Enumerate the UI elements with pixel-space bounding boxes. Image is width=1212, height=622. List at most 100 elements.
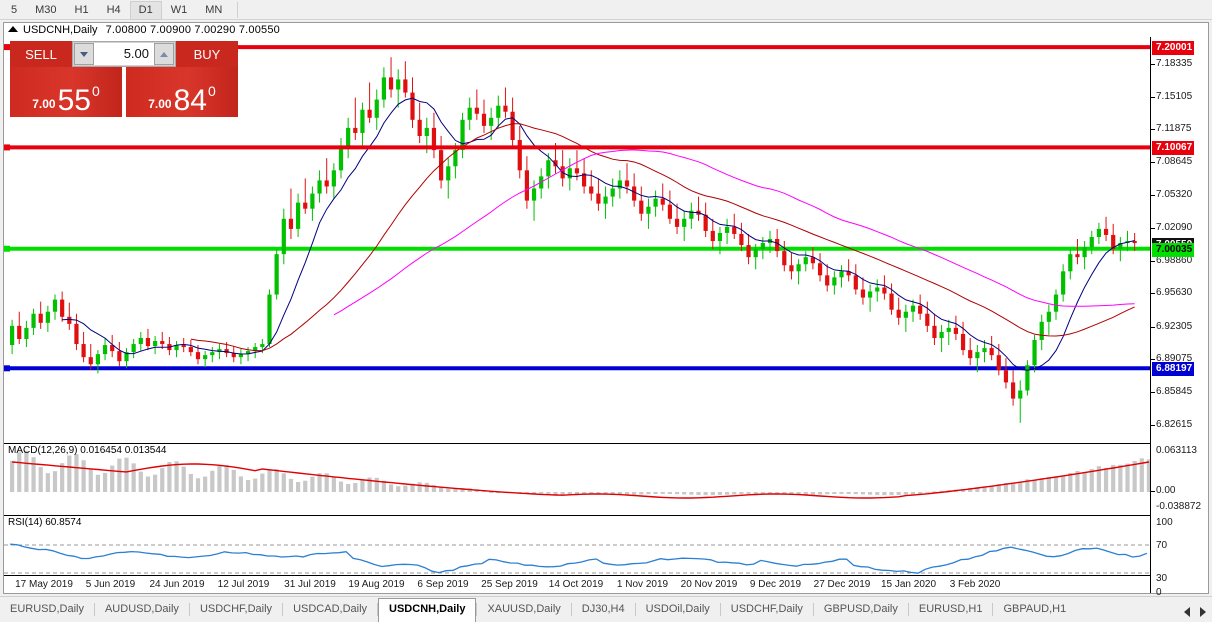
price-tick (1151, 96, 1155, 98)
price-tick (1151, 129, 1155, 131)
tab-divider (570, 603, 572, 616)
one-click-trading-panel[interactable]: SELL 5.00 BUY 7.00 55 0 7.00 84 0 (10, 41, 238, 117)
rsi-scale-label: 70 (1156, 540, 1168, 551)
price-scale[interactable]: 7.18335 7.15105 7.11875 7.08645 7.05320 7.020… (1150, 23, 1208, 598)
macd-pane[interactable]: MACD(12,26,9) 0.016454 0.013544 (4, 443, 1150, 513)
buy-price-pips: 84 (173, 84, 207, 117)
rsi-scale-label: 0 (1156, 587, 1162, 598)
macd-chart-svg (10, 450, 1150, 499)
price-label: 6.89075 (1156, 353, 1193, 365)
date-label: 15 Jan 2020 (880, 579, 937, 590)
tab-divider (812, 603, 814, 616)
timeframe-mn[interactable]: MN (205, 3, 223, 16)
price-tick (1151, 326, 1155, 328)
chart-tab-audusd-daily[interactable]: AUDUSD,Daily (104, 603, 179, 615)
rsi-scale-label: 100 (1156, 517, 1173, 528)
volume-input[interactable]: 5.00 (94, 43, 154, 65)
price-tag-pivot[interactable]: 7.00035 (1152, 242, 1195, 257)
chart-symbol-label: USDCNH,Daily (23, 24, 98, 36)
price-tick (1151, 359, 1155, 361)
arrow-right-icon[interactable] (1200, 607, 1206, 617)
chart-tab-usdchf-daily[interactable]: USDCHF,Daily (199, 603, 273, 615)
price-label: 7.05320 (1156, 189, 1193, 201)
price-label: 6.92305 (1156, 320, 1193, 332)
chart-tab-bar[interactable]: EURUSD,Daily AUDUSD,Daily USDCHF,Daily USDC… (0, 596, 1212, 622)
buy-price-fraction: 0 (207, 83, 216, 99)
chart-collapse-icon[interactable] (8, 26, 18, 33)
chart-tab-eurusd-h1[interactable]: EURUSD,H1 (918, 603, 983, 615)
chart-tab-usdoil-daily[interactable]: USDOil,Daily (645, 603, 710, 615)
sell-button[interactable]: SELL (10, 41, 72, 67)
macd-scale-label: 0.00 (1156, 485, 1176, 496)
chart-tab-gbpaud-h1[interactable]: GBPAUD,H1 (1003, 603, 1067, 615)
tab-divider (93, 603, 95, 616)
timeframe-toolbar: 5 M30 H1 H4 D1 W1 MN (0, 0, 1212, 20)
rsi-label: RSI(14) 60.8574 (8, 517, 82, 528)
macd-scale-label: 0.063113 (1156, 445, 1197, 456)
price-tick (1151, 161, 1155, 163)
timeframe-h4[interactable]: H4 (106, 3, 121, 16)
date-label: 25 Sep 2019 (481, 579, 538, 590)
tab-divider (377, 603, 379, 616)
chart-tab-usdcnh-daily[interactable]: USDCNH,Daily (378, 598, 477, 622)
rsi-chart-svg (4, 543, 1150, 574)
date-label: 19 Aug 2019 (348, 579, 405, 590)
tab-divider (188, 603, 190, 616)
chart-tab-dj30-h4[interactable]: DJ30,H4 (581, 603, 625, 615)
volume-decrease-button[interactable] (74, 43, 94, 65)
price-tag-resistance[interactable]: 7.10067 (1152, 141, 1195, 156)
timeframe-w1[interactable]: W1 (170, 3, 188, 16)
price-label: 7.02090 (1156, 221, 1193, 233)
chart-tab-usdcad-daily[interactable]: USDCAD,Daily (293, 603, 368, 615)
date-label: 12 Jul 2019 (217, 579, 270, 590)
arrow-left-icon[interactable] (1184, 607, 1190, 617)
chart-tab-eurusd-daily[interactable]: EURUSD,Daily (10, 603, 84, 615)
chart-ohlc-label: 7.00800 7.00900 7.00290 7.00550 (105, 24, 280, 36)
price-tick (1151, 195, 1155, 197)
price-tag-support[interactable]: 6.88197 (1152, 362, 1195, 377)
tab-scroll-controls[interactable] (1184, 607, 1212, 622)
price-label: 6.82615 (1156, 418, 1193, 430)
sell-price-prefix: 7.00 (32, 97, 56, 111)
buy-button[interactable]: BUY (176, 41, 238, 67)
buy-price-quote[interactable]: 7.00 84 0 (126, 67, 238, 117)
timeframe-5[interactable]: 5 (11, 3, 18, 16)
price-tag-resistance[interactable]: 7.20001 (1152, 41, 1195, 56)
date-label: 27 Dec 2019 (813, 579, 871, 590)
date-label: 14 Oct 2019 (548, 579, 604, 590)
date-scale[interactable]: 17 May 2019 5 Jun 2019 24 Jun 2019 12 Jul 2… (4, 575, 1150, 593)
price-label: 7.15105 (1156, 90, 1193, 102)
tab-divider (476, 603, 478, 616)
tab-divider (719, 603, 721, 616)
chart-canvas[interactable]: USDCNH,Daily 7.00800 7.00900 7.00290 7.00… (3, 22, 1209, 598)
timeframe-h1[interactable]: H1 (74, 3, 89, 16)
date-label: 17 May 2019 (15, 579, 73, 590)
rsi-scale-label: 30 (1156, 573, 1168, 584)
tab-divider (634, 603, 636, 616)
sell-price-pips: 55 (57, 84, 91, 117)
price-tick (1151, 293, 1155, 295)
toolbar-divider (237, 2, 239, 18)
chart-tab-usdchf-daily[interactable]: USDCHF,Daily (730, 603, 803, 615)
timeframe-m30[interactable]: M30 (35, 3, 57, 16)
price-label: 6.95630 (1156, 287, 1193, 299)
date-label: 3 Feb 2020 (949, 579, 1001, 590)
date-label: 31 Jul 2019 (284, 579, 336, 590)
tab-divider (907, 603, 909, 616)
date-label: 9 Dec 2019 (749, 579, 802, 590)
date-label: 20 Nov 2019 (680, 579, 738, 590)
chart-tab-gbpusd-daily[interactable]: GBPUSD,Daily (823, 603, 898, 615)
macd-scale-tick (1151, 491, 1155, 492)
price-tick (1151, 260, 1155, 262)
price-tick (1151, 392, 1155, 394)
chart-tab-xauusd-daily[interactable]: XAUUSD,Daily (487, 603, 561, 615)
volume-increase-button[interactable] (154, 43, 174, 65)
timeframe-d1[interactable]: D1 (129, 0, 162, 20)
buy-price-prefix: 7.00 (148, 97, 172, 111)
volume-stepper[interactable]: 5.00 (72, 41, 176, 67)
price-tick (1151, 63, 1155, 65)
price-chart-svg (4, 44, 1150, 423)
sell-price-quote[interactable]: 7.00 55 0 (10, 67, 122, 117)
tab-divider (992, 603, 994, 616)
price-tick (1151, 424, 1155, 426)
